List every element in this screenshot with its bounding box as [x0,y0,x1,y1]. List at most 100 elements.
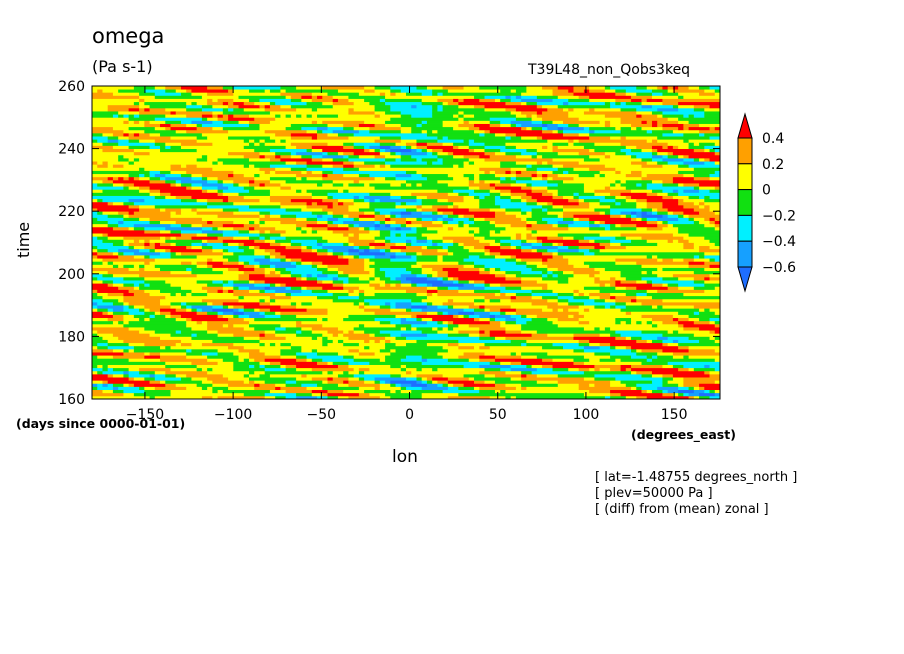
field-cell [458,280,470,284]
field-cell [714,339,721,344]
field-cell [322,151,328,156]
field-cell [285,389,313,394]
field-cell [510,223,527,228]
field-cell [662,132,684,137]
field-cell [212,264,245,268]
field-cell [322,86,365,90]
field-cell [353,330,365,334]
field-cell [552,192,559,196]
field-cell [165,373,177,378]
field-cell [358,179,407,184]
field-cell [442,327,449,331]
field-cell [625,276,642,281]
field-cell [327,226,349,231]
field-cell [222,239,255,243]
field-cell [254,370,266,375]
field-cell [672,176,695,181]
field-cell [406,276,428,281]
field-cell [249,123,260,128]
field-cell [123,236,161,240]
field-cell [437,211,444,215]
field-cell [133,148,161,153]
field-cell [479,195,485,200]
field-cell [636,292,648,297]
field-cell [547,283,601,287]
field-cell [374,164,381,168]
field-cell [358,305,365,309]
field-cell [369,198,375,203]
field-cell [662,123,684,128]
field-cell [657,151,669,156]
field-cell [343,283,370,287]
field-cell [311,157,323,162]
field-cell [128,242,145,247]
field-cell [526,264,538,268]
field-cell [699,248,721,253]
field-cell [364,195,391,200]
field-cell [139,120,145,124]
field-cell [154,142,166,146]
field-cell [332,211,365,215]
field-cell [154,95,203,99]
field-cell [411,104,417,109]
field-cell [186,89,192,93]
field-cell [306,217,318,221]
field-cell [165,380,203,384]
field-cell [615,201,621,206]
field-cell [191,342,203,347]
field-cell [385,342,396,347]
field-cell [128,226,135,231]
field-cell [112,320,119,325]
field-cell [149,333,171,337]
field-cell [406,342,428,347]
field-cell [657,255,695,259]
field-cell [662,283,669,287]
field-cell [453,320,491,325]
field-cell [709,336,716,340]
field-cell [254,264,260,268]
field-cell [662,101,679,106]
field-cell [275,226,297,231]
field-cell [578,195,606,200]
field-cell [531,229,538,234]
field-cell [269,89,281,93]
field-cell [500,292,506,297]
field-cell [641,208,653,212]
field-cell [290,198,323,203]
field-cell [112,348,124,353]
field-cell [620,136,627,140]
field-cell [484,148,501,153]
field-cell [144,245,156,250]
field-cell [180,223,192,228]
field-cell [636,154,653,159]
field-cell [421,148,428,153]
field-cell [573,92,616,96]
field-cell [332,214,344,218]
field-cell [578,192,595,196]
field-cell [568,89,574,93]
field-cell [364,161,386,165]
field-cell [599,342,611,347]
field-cell [484,373,496,378]
field-cell [631,298,637,303]
field-cell [479,255,496,259]
field-cell [594,267,606,272]
field-cell [133,176,140,181]
field-cell [233,86,281,90]
field-cell [678,183,684,187]
field-cell [447,383,454,387]
field-cell [636,201,648,206]
field-cell [526,220,538,225]
field-cell [489,220,496,225]
field-cell [510,189,532,193]
field-cell [474,261,517,265]
field-cell [678,276,695,281]
field-cell [107,201,114,206]
field-cell [447,305,454,309]
field-cell [259,264,271,268]
field-cell [364,120,386,124]
field-cell [604,327,611,331]
field-cell [505,151,522,156]
field-cell [552,273,559,278]
field-cell [447,380,475,384]
